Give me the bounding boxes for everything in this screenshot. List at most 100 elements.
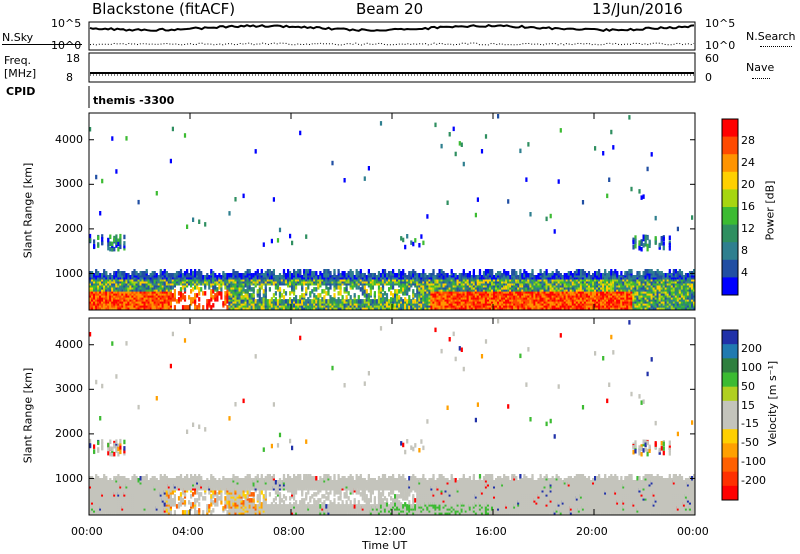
power-cell bbox=[200, 287, 203, 292]
power-cell bbox=[192, 217, 195, 222]
power-cell bbox=[371, 299, 374, 304]
power-cell bbox=[256, 289, 259, 294]
power-cell bbox=[284, 299, 288, 304]
power-cell bbox=[262, 293, 265, 298]
power-cell bbox=[319, 293, 322, 298]
power-cell bbox=[402, 269, 405, 274]
power-cell bbox=[394, 289, 397, 294]
power-cell bbox=[311, 289, 314, 294]
power-cell bbox=[220, 275, 223, 280]
power-cell bbox=[668, 246, 671, 251]
velocity-cell bbox=[95, 379, 98, 385]
power-cell bbox=[305, 287, 308, 292]
power-cell bbox=[109, 273, 112, 278]
power-cell bbox=[238, 273, 241, 278]
power-cell bbox=[226, 273, 229, 278]
power-cell bbox=[258, 287, 261, 292]
power-cell bbox=[640, 241, 643, 247]
power-cell bbox=[103, 269, 106, 274]
power-cell bbox=[246, 295, 249, 300]
power-cell bbox=[432, 269, 435, 274]
power-cell bbox=[143, 271, 146, 276]
power-cell bbox=[169, 158, 172, 164]
power-cell bbox=[274, 275, 277, 280]
power-cell bbox=[335, 285, 338, 290]
power-cell bbox=[557, 179, 560, 184]
power-cell bbox=[313, 271, 316, 276]
power-cell bbox=[408, 299, 411, 304]
power-cell bbox=[406, 285, 409, 290]
power-cell bbox=[555, 269, 558, 274]
power-cell bbox=[660, 271, 663, 276]
power-cell bbox=[379, 299, 383, 304]
power-cell bbox=[246, 269, 249, 274]
power-cell bbox=[416, 273, 419, 278]
power-cell bbox=[462, 269, 465, 274]
power-cell bbox=[323, 299, 326, 304]
power-cell bbox=[129, 275, 132, 280]
power-cell bbox=[513, 269, 516, 274]
power-cell bbox=[186, 224, 189, 229]
power-cell bbox=[416, 289, 419, 294]
power-cell bbox=[206, 303, 209, 308]
power-cell bbox=[268, 299, 271, 304]
power-cell bbox=[682, 275, 686, 280]
power-cell bbox=[414, 293, 417, 298]
power-cell bbox=[210, 305, 213, 310]
power-cell bbox=[369, 273, 372, 278]
power-cell bbox=[581, 200, 585, 205]
power-cell bbox=[355, 299, 358, 304]
power-cell bbox=[297, 299, 300, 304]
power-cell bbox=[153, 271, 156, 276]
power-cell bbox=[141, 271, 144, 276]
power-cell bbox=[495, 273, 498, 278]
power-cell bbox=[204, 291, 207, 296]
power-cell bbox=[173, 305, 176, 310]
power-cell bbox=[208, 285, 211, 290]
power-cell bbox=[507, 271, 510, 276]
power-cell bbox=[282, 289, 286, 294]
power-cell bbox=[236, 271, 239, 276]
power-cell bbox=[553, 273, 556, 278]
power-cell bbox=[252, 293, 255, 298]
power-cell bbox=[373, 291, 376, 296]
power-cell bbox=[311, 299, 314, 304]
power-cell bbox=[115, 238, 118, 243]
power-cell bbox=[289, 291, 292, 296]
power-cell bbox=[341, 295, 344, 300]
power-cell bbox=[359, 299, 362, 304]
power-cell bbox=[105, 271, 108, 276]
power-cell bbox=[666, 273, 669, 278]
power-cell bbox=[567, 271, 570, 276]
power-cell bbox=[531, 269, 534, 274]
power-cell bbox=[404, 273, 407, 278]
power-cell bbox=[111, 247, 114, 252]
freq-panel-frame bbox=[88, 52, 696, 83]
power-cell bbox=[246, 299, 249, 304]
power-cell bbox=[632, 240, 635, 245]
power-cell bbox=[426, 275, 429, 280]
power-cell bbox=[133, 269, 136, 274]
power-cell bbox=[385, 293, 389, 298]
power-cell bbox=[430, 273, 433, 278]
power-cell bbox=[379, 273, 383, 278]
power-cell bbox=[434, 122, 437, 128]
power-cell bbox=[571, 273, 574, 278]
power-cell bbox=[343, 178, 346, 183]
power-cell bbox=[119, 271, 122, 276]
power-cell bbox=[244, 289, 247, 294]
power-cell bbox=[634, 244, 637, 249]
power-cell bbox=[258, 273, 261, 278]
power-cell bbox=[196, 293, 199, 298]
power-cell bbox=[345, 295, 348, 300]
power-cell bbox=[337, 297, 340, 302]
power-cell bbox=[167, 273, 170, 278]
power-cell bbox=[410, 240, 413, 245]
power-cell bbox=[561, 275, 564, 280]
power-cell bbox=[577, 269, 580, 274]
power-cell bbox=[341, 271, 344, 276]
power-cell bbox=[394, 297, 397, 302]
power-cell bbox=[458, 273, 461, 278]
power-cell bbox=[668, 235, 671, 240]
power-cell bbox=[319, 299, 322, 304]
